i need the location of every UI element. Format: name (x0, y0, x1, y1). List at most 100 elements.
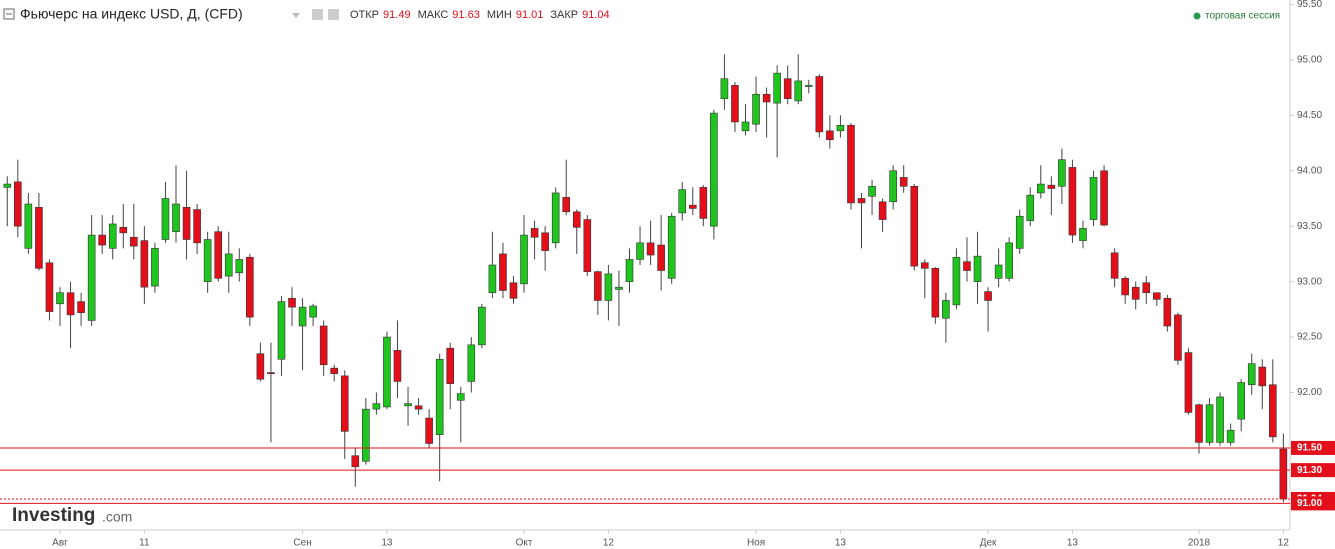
candle-body (942, 300, 950, 319)
x-tick-label: 13 (381, 538, 393, 549)
candle-body (1079, 228, 1087, 241)
collapse-icon[interactable] (3, 8, 15, 20)
y-tick-label: 95.50 (1297, 0, 1322, 10)
candle-body (783, 78, 792, 99)
candle-body (625, 259, 634, 282)
candle-body (330, 367, 339, 374)
candle-body (478, 306, 486, 346)
dropdown-arrow[interactable] (292, 13, 300, 18)
candle-body (256, 353, 265, 380)
candle-body (520, 234, 528, 285)
candle-body (140, 240, 149, 288)
candle-body (87, 234, 96, 321)
candle-body (699, 187, 708, 219)
candle-body (1226, 429, 1235, 443)
candle-body (1258, 366, 1267, 387)
candle-body (298, 306, 307, 327)
candle-body (952, 256, 961, 306)
y-tick-label: 94.00 (1297, 165, 1322, 176)
y-tick-label: 93.00 (1297, 276, 1322, 287)
level-badge (1291, 463, 1335, 478)
candle-body (235, 259, 244, 274)
candle-body (973, 255, 982, 282)
candle-body (1121, 278, 1129, 296)
candle-body (1174, 314, 1182, 361)
candle-body (594, 271, 602, 301)
candle-body (710, 112, 718, 227)
candle-body (572, 211, 581, 228)
candle-body (108, 223, 117, 249)
candle-body (319, 325, 328, 366)
level-badge (1291, 496, 1335, 511)
y-tick-label: 92.50 (1297, 332, 1322, 343)
candle-body (541, 232, 549, 251)
x-tick-label: 13 (1067, 538, 1079, 549)
x-tick-label: Сен (293, 538, 311, 549)
icon[interactable] (328, 9, 339, 20)
candle-body (362, 408, 370, 462)
ohlc-value: 91.49 (383, 9, 411, 21)
candle-body (1058, 159, 1066, 187)
candle-body (815, 76, 824, 133)
candle-body (857, 198, 866, 204)
candle-body (340, 375, 349, 432)
x-tick-label: 11 (139, 538, 150, 549)
candle-body (509, 282, 518, 299)
icon[interactable] (312, 9, 323, 20)
ohlc-value: 91.01 (516, 9, 544, 21)
session-label: торговая сессия (1205, 11, 1280, 22)
ohlc-value: 91.04 (582, 9, 610, 21)
candle-body (277, 301, 286, 360)
candle-body (720, 78, 729, 99)
candle-body (1142, 282, 1151, 294)
ohlc-label: ЗАКР (550, 9, 578, 21)
candle-body (984, 291, 992, 301)
candle-body (14, 181, 22, 227)
candle-body (1131, 286, 1140, 300)
level-label: 91.00 (1297, 498, 1322, 509)
candle-body (551, 192, 560, 244)
candle-body (172, 203, 180, 233)
x-tick-label: 12 (1278, 538, 1290, 549)
candle-body (583, 219, 592, 272)
candle-body (488, 264, 497, 294)
candle-body (1269, 384, 1277, 438)
candle-body (151, 248, 159, 287)
candle-body (1205, 404, 1214, 443)
candle-body (731, 85, 739, 123)
candle-body (604, 273, 613, 301)
candle-body (910, 185, 919, 267)
candle-body (562, 197, 571, 213)
y-tick-label: 92.00 (1297, 387, 1322, 398)
candle-body (1153, 292, 1161, 300)
x-tick-label: Окт (516, 538, 533, 549)
candle-body (868, 185, 876, 197)
candle-body (963, 261, 971, 271)
x-tick-label: 12 (603, 538, 615, 549)
candle-body (267, 372, 275, 374)
candle-body (741, 121, 750, 132)
candle-body (182, 207, 191, 240)
candle-body (636, 242, 644, 260)
candle-body (130, 236, 138, 247)
candle-body (836, 124, 845, 132)
x-tick-label: 2018 (1188, 538, 1211, 549)
candle-body (667, 215, 676, 279)
candle-body (45, 262, 54, 312)
level-label: 91.30 (1297, 465, 1322, 476)
candle-body (1216, 396, 1224, 443)
candle-body (1015, 215, 1024, 249)
candle-body (1068, 167, 1077, 236)
candle-body (35, 207, 43, 269)
candle-body (224, 253, 233, 277)
candle-body (98, 234, 106, 246)
candle-body (467, 344, 476, 382)
candle-body (688, 204, 697, 209)
candle-body (24, 203, 33, 249)
candle-body (1005, 242, 1013, 279)
candle-body (615, 286, 623, 290)
candle-body (193, 209, 201, 244)
candle-body (404, 403, 412, 407)
level-badge (1291, 440, 1335, 455)
x-tick-label: Дек (980, 538, 997, 549)
